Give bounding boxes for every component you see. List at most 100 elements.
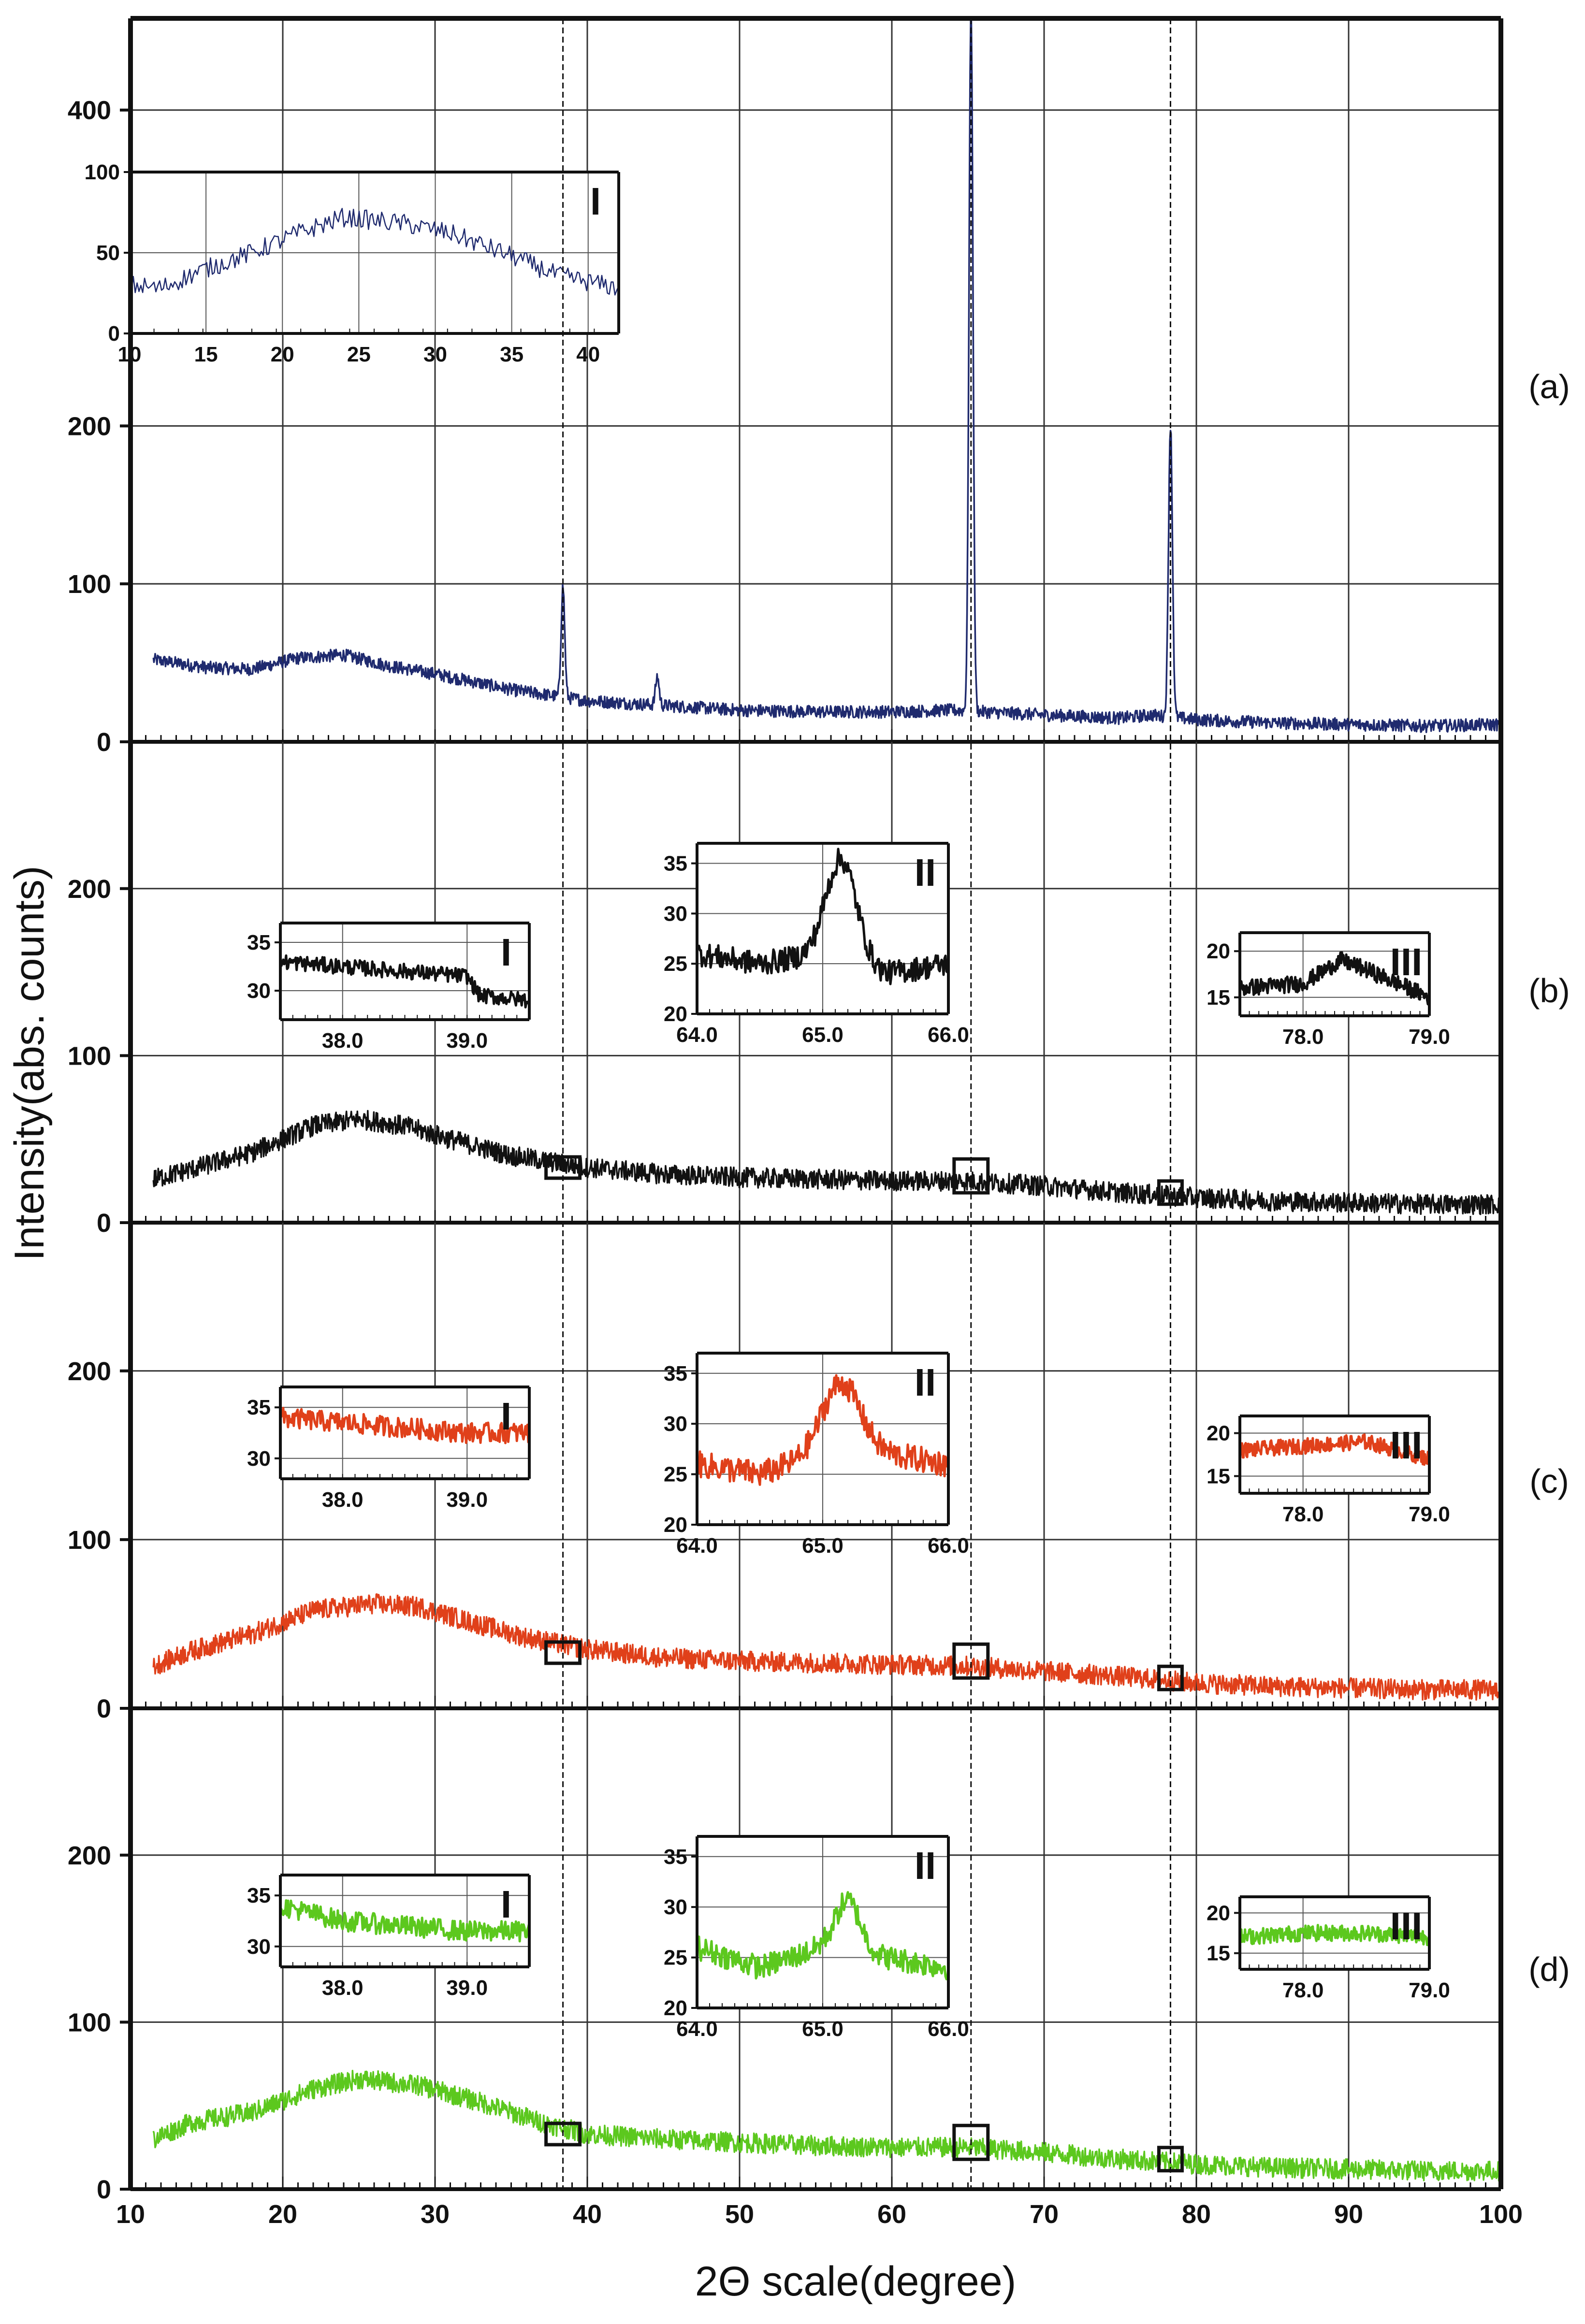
inset-label: III — [1390, 1424, 1423, 1467]
panel-label: (b) — [1528, 972, 1570, 1010]
inset-x-tick-label: 39.0 — [446, 1488, 488, 1512]
inset-x-tick-label: 64.0 — [676, 1534, 718, 1558]
inset-y-tick-label: 50 — [96, 241, 120, 265]
inset-x-tick-label: 66.0 — [928, 1023, 969, 1047]
x-tick-label: 60 — [877, 2200, 906, 2229]
inset-y-tick-label: 15 — [1207, 1942, 1230, 1965]
x-tick-label: 40 — [573, 2200, 602, 2229]
inset-x-tick-label: 39.0 — [446, 1976, 488, 2000]
y-tick-label: 200 — [68, 1357, 111, 1386]
inset-y-tick-label: 25 — [664, 1463, 687, 1487]
inset-y-tick-label: 20 — [664, 1002, 687, 1026]
inset-y-tick-label: 25 — [664, 1946, 687, 1970]
inset-I: 05010010152025303540I — [85, 160, 620, 366]
inset-y-tick-label: 20 — [664, 1996, 687, 2020]
y-tick-label: 200 — [68, 1841, 111, 1870]
inset-y-tick-label: 30 — [664, 1895, 687, 1919]
inset-x-tick-label: 20 — [271, 343, 294, 366]
inset-I: 30 35 38.0 39.0 I — [247, 1874, 531, 2000]
inset-data-series — [696, 1891, 950, 1980]
inset-x-tick-label: 25 — [347, 343, 371, 366]
x-tick-label: 20 — [268, 2200, 297, 2229]
y-axis-title: Intensity(abs. counts) — [6, 866, 53, 1260]
inset-x-tick-label: 38.0 — [322, 1976, 364, 2000]
y-tick-label: 200 — [68, 412, 111, 441]
inset-x-tick-label: 78.0 — [1282, 1025, 1324, 1049]
inset-y-tick-label: 35 — [664, 852, 687, 876]
inset-y-tick-label: 35 — [247, 1884, 271, 1907]
x-axis-title: 2Θ scale(degree) — [695, 2258, 1016, 2305]
inset-y-tick-label: 30 — [247, 979, 271, 1003]
inset-x-tick-label: 64.0 — [676, 1023, 718, 1047]
inset-x-tick-label: 64.0 — [676, 2017, 718, 2041]
inset-II: 20 25 30 35 64.0 65.0 66.0 II — [664, 1835, 969, 2041]
inset-y-tick-label: 0 — [108, 322, 120, 346]
inset-y-tick-label: 20 — [1207, 939, 1230, 963]
inset-I: 30 35 38.0 39.0 I — [247, 1386, 531, 1512]
x-tick-label: 100 — [1479, 2200, 1523, 2229]
inset-label: III — [1390, 1905, 1423, 1948]
inset-x-tick-label: 79.0 — [1409, 1025, 1450, 1049]
inset-data-series — [129, 208, 620, 296]
inset-y-tick-label: 15 — [1207, 986, 1230, 1010]
y-tick-label: 200 — [68, 875, 111, 904]
inset-I: 30 35 38.0 39.0 I — [247, 922, 531, 1053]
y-tick-label: 100 — [68, 2008, 111, 2037]
inset-x-tick-label: 65.0 — [802, 1023, 843, 1047]
inset-label: I — [590, 180, 601, 223]
inset-x-tick-label: 38.0 — [322, 1029, 364, 1053]
inset-label: I — [501, 1883, 511, 1926]
inset-y-tick-label: 25 — [664, 952, 687, 976]
inset-label: III — [1390, 940, 1423, 983]
inset-y-tick-label: 30 — [247, 1447, 271, 1471]
panel-b: 0 100 200 (b) 30 35 38.0 39.0 I 20 25 30 35 64.0 65.0 6… — [68, 742, 1570, 1238]
y-tick-label: 0 — [97, 1694, 111, 1723]
inset-y-tick-label: 20 — [664, 1513, 687, 1537]
x-tick-label: 90 — [1334, 2200, 1363, 2229]
inset-label: I — [501, 1395, 511, 1438]
inset-background — [1240, 933, 1429, 1016]
inset-x-tick-label: 65.0 — [802, 1534, 843, 1558]
x-tick-label: 50 — [725, 2200, 754, 2229]
inset-x-tick-label: 30 — [423, 343, 447, 366]
inset-data-series — [1239, 1433, 1431, 1466]
data-series — [152, 1110, 1501, 1215]
inset-II: 20 25 30 35 64.0 65.0 66.0 II — [664, 1352, 969, 1558]
inset-y-tick-label: 20 — [1207, 1422, 1230, 1445]
inset-data-series — [1238, 1924, 1431, 1947]
inset-data-series — [279, 1407, 531, 1444]
inset-x-tick-label: 39.0 — [446, 1029, 488, 1053]
inset-III: 15 20 78.0 79.0 III — [1207, 1415, 1450, 1526]
inset-x-tick-label: 78.0 — [1282, 1978, 1324, 2002]
inset-y-tick-label: 35 — [664, 1362, 687, 1386]
inset-III: 15 20 78.0 79.0 III — [1207, 931, 1450, 1049]
panel-label: (c) — [1529, 1462, 1569, 1500]
inset-y-tick-label: 100 — [85, 160, 120, 184]
y-tick-label: 0 — [97, 2175, 111, 2204]
inset-x-tick-label: 66.0 — [928, 1534, 969, 1558]
inset-y-tick-label: 15 — [1207, 1464, 1230, 1488]
x-tick-label: 10 — [116, 2200, 145, 2229]
inset-y-tick-label: 30 — [664, 902, 687, 925]
inset-x-tick-label: 40 — [576, 343, 600, 366]
inset-data-series — [279, 1899, 531, 1943]
inset-label: I — [501, 931, 511, 974]
inset-data-series — [696, 848, 950, 985]
inset-y-tick-label: 30 — [664, 1412, 687, 1436]
panel-c: 0 100 200 (c) 30 35 38.0 39.0 I 20 25 30 35 64.0 65.0 6… — [68, 1223, 1569, 1723]
inset-II: 20 25 30 35 64.0 65.0 66.0 II — [664, 842, 969, 1047]
inset-x-tick-label: 79.0 — [1409, 1978, 1450, 2002]
inset-label: II — [915, 1361, 936, 1404]
inset-y-tick-label: 35 — [247, 931, 271, 954]
inset-y-tick-label: 30 — [247, 1935, 271, 1959]
inset-data-series — [279, 954, 531, 1009]
y-tick-label: 100 — [68, 1526, 111, 1555]
y-tick-label: 400 — [68, 96, 111, 125]
y-tick-label: 100 — [68, 570, 111, 599]
y-tick-label: 0 — [97, 728, 111, 757]
panel-label: (d) — [1528, 1950, 1570, 1988]
inset-label: II — [915, 851, 936, 894]
inset-data-series — [696, 1374, 950, 1486]
x-tick-label: 70 — [1030, 2200, 1059, 2229]
